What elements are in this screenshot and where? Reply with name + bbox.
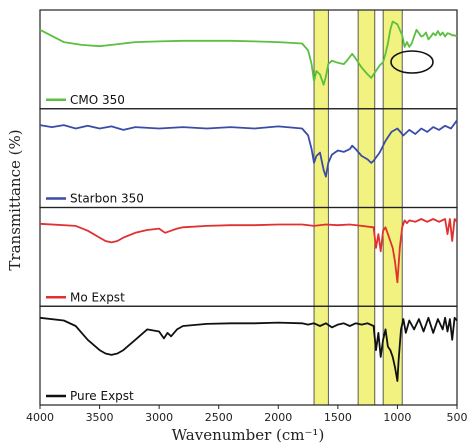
x-tick-label-3: 3000 bbox=[145, 411, 173, 424]
annotation-ellipse bbox=[390, 50, 434, 74]
panel-frame-4 bbox=[39, 305, 458, 406]
x-tick-label-4: 2500 bbox=[205, 411, 233, 424]
series-line-2 bbox=[39, 119, 458, 178]
series-line-4 bbox=[39, 316, 458, 382]
x-tick-label-2: 3500 bbox=[86, 411, 114, 424]
x-axis-ticks: 4000 3500 3000 2500 2000 1500 1000 500 bbox=[26, 405, 468, 424]
x-tick-label-8: 500 bbox=[447, 411, 468, 424]
x-tick-label-7: 1000 bbox=[383, 411, 411, 424]
panel-frames bbox=[39, 9, 458, 406]
spectra bbox=[39, 20, 458, 382]
y-axis-title: Transmittance (%) bbox=[6, 129, 24, 270]
x-tick-label-6: 1500 bbox=[324, 411, 352, 424]
series-line-1 bbox=[39, 20, 458, 86]
legend-label-3: Mo Expst bbox=[70, 290, 125, 304]
legend-label-2: Starbon 350 bbox=[70, 192, 144, 206]
legends: CMO 350 Starbon 350 Mo Expst Pure Expst bbox=[46, 93, 144, 403]
x-tick-label-1: 4000 bbox=[26, 411, 54, 424]
legend-label-4: Pure Expst bbox=[70, 389, 134, 403]
series-line-3 bbox=[39, 218, 458, 284]
x-axis-title: Wavenumber (cm⁻¹) bbox=[172, 426, 325, 444]
legend-label-1: CMO 350 bbox=[70, 93, 125, 107]
x-tick-label-5: 2000 bbox=[264, 411, 292, 424]
